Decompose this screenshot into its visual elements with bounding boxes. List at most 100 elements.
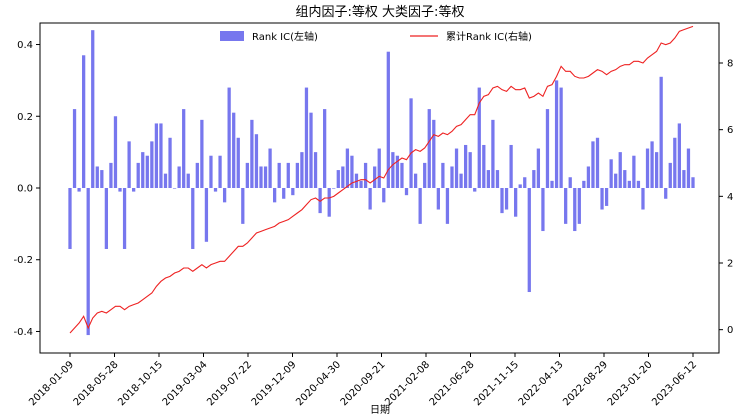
bar-131 (664, 188, 668, 199)
bar-93 (491, 119, 495, 188)
bar-132 (668, 162, 672, 188)
bar-129 (654, 152, 659, 188)
x-tick-label-10: 2021-11-15 (472, 359, 521, 408)
x-tick-label-2: 2018-10-15 (116, 359, 165, 408)
bar-38 (241, 188, 245, 224)
bar-107 (554, 80, 559, 188)
bar-133 (673, 137, 677, 188)
bar-15 (136, 162, 140, 188)
bar-5 (91, 30, 95, 189)
bar-98 (514, 188, 518, 217)
bar-103 (536, 148, 541, 188)
left-tick-label-4: -0.4 (13, 327, 33, 338)
right-tick-label-4: 0 (727, 325, 733, 336)
bar-51 (300, 152, 304, 188)
bar-117 (600, 188, 604, 210)
bar-25 (182, 109, 186, 188)
x-tick-label-1: 2018-05-28 (72, 359, 121, 408)
x-tick-label-11: 2022-04-13 (517, 359, 566, 408)
right-tick-label-1: 6 (727, 125, 733, 136)
bar-106 (550, 180, 554, 188)
bar-42 (259, 166, 263, 188)
bar-83 (445, 188, 450, 224)
bar-118 (604, 188, 609, 206)
bar-130 (659, 76, 663, 188)
bar-32 (213, 188, 218, 192)
bar-36 (232, 112, 236, 188)
legend-line-label: 累计Rank IC(右轴) (446, 30, 532, 43)
bar-9 (109, 162, 113, 188)
bar-29 (200, 119, 204, 188)
x-axis-label: 日期 (370, 404, 390, 416)
bar-135 (682, 170, 686, 188)
bar-79 (427, 109, 431, 188)
bar-44 (268, 148, 272, 188)
bar-116 (595, 137, 600, 188)
bar-90 (477, 87, 481, 188)
bar-0 (68, 188, 72, 249)
bar-31 (209, 155, 213, 188)
bar-123 (627, 180, 631, 188)
bar-7 (100, 170, 104, 188)
bar-57 (327, 188, 331, 217)
bar-91 (482, 144, 486, 188)
bar-113 (582, 180, 586, 188)
bar-73 (400, 162, 404, 188)
bar-45 (273, 188, 277, 203)
x-tick-label-13: 2023-01-20 (606, 359, 655, 408)
bar-34 (222, 188, 227, 203)
bar-108 (559, 87, 563, 188)
bar-4 (86, 188, 90, 336)
bar-55 (318, 188, 322, 214)
x-axis: 2018-01-092018-05-282018-10-152019-03-04… (27, 353, 699, 408)
bar-54 (313, 152, 318, 188)
x-tick-label-0: 2018-01-09 (27, 359, 76, 408)
bar-17 (145, 155, 149, 188)
left-tick-label-0: 0.4 (17, 40, 33, 51)
bar-99 (518, 184, 522, 188)
bar-111 (573, 188, 577, 232)
bar-35 (227, 87, 231, 188)
right-tick-label-0: 8 (727, 59, 733, 70)
bar-109 (564, 188, 568, 224)
bar-105 (545, 109, 550, 188)
bar-128 (650, 141, 654, 188)
x-tick-label-6: 2020-04-30 (294, 359, 343, 408)
bar-3 (82, 55, 86, 188)
bar-120 (614, 173, 618, 188)
bar-115 (591, 141, 595, 188)
bar-127 (645, 148, 650, 188)
bar-47 (282, 188, 286, 199)
bar-80 (432, 119, 436, 188)
bar-81 (436, 188, 440, 210)
bar-49 (291, 188, 295, 196)
bar-71 (391, 152, 395, 188)
bar-134 (677, 123, 681, 188)
bar-11 (118, 188, 122, 192)
right-tick-label-3: 2 (727, 259, 733, 270)
bar-52 (304, 87, 309, 188)
bar-72 (395, 155, 400, 188)
bar-89 (473, 188, 477, 192)
bar-27 (191, 188, 195, 249)
bar-76 (413, 173, 418, 188)
bar-41 (254, 134, 259, 188)
line-layer (69, 25, 694, 334)
x-tick-label-3: 2019-03-04 (161, 359, 210, 408)
chart-title: 组内因子:等权 大类因子:等权 (296, 4, 465, 20)
bar-10 (113, 116, 118, 188)
bar-124 (632, 155, 636, 188)
bar-87 (463, 144, 468, 188)
bar-39 (245, 162, 249, 188)
bar-86 (459, 173, 463, 188)
right-tick-label-2: 4 (727, 192, 733, 203)
bar-70 (386, 51, 390, 189)
bar-110 (568, 177, 572, 188)
bar-58 (332, 188, 336, 189)
x-tick-label-7: 2020-09-21 (339, 359, 388, 408)
bar-121 (618, 152, 622, 188)
bar-14 (132, 188, 136, 192)
bars-layer (68, 30, 695, 336)
